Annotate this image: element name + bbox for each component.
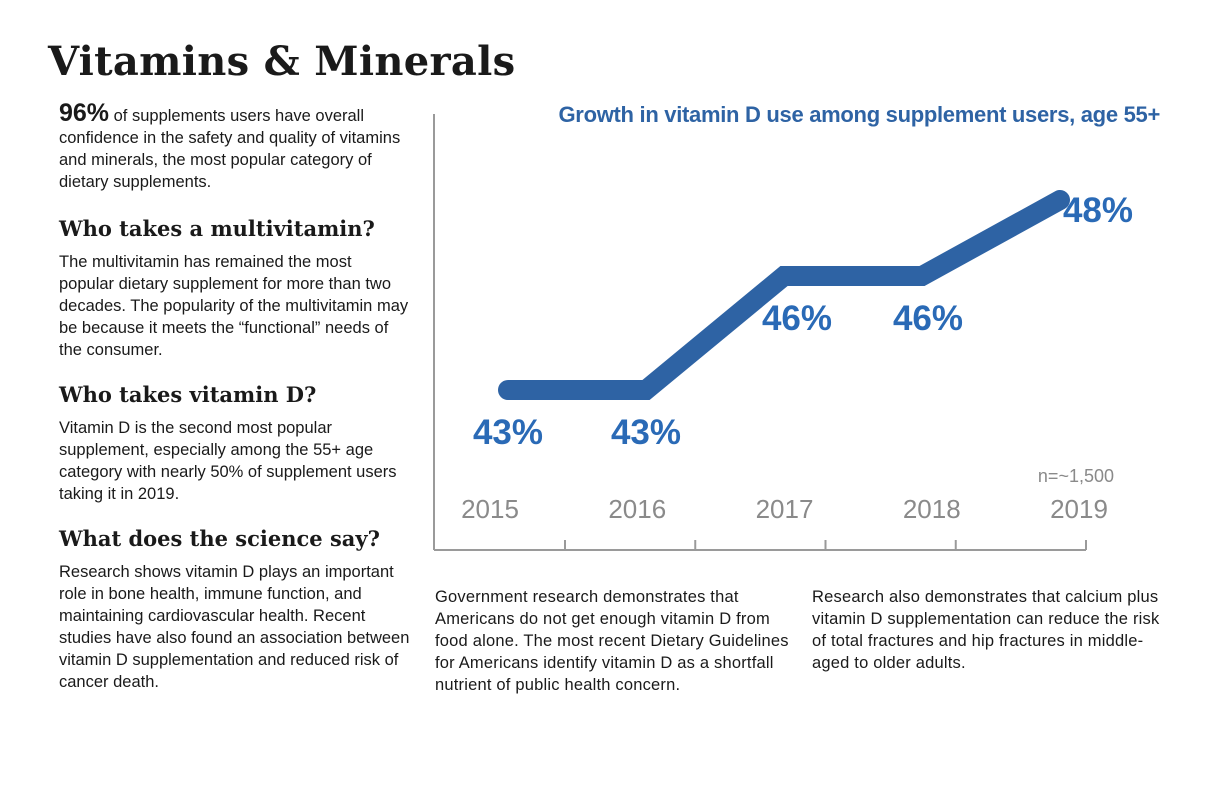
intro-stat: 96%: [59, 99, 110, 127]
science-heading: What does the science say?: [59, 526, 380, 551]
x-tick-label: 2016: [608, 494, 666, 524]
page-title: Vitamins & Minerals: [48, 38, 516, 85]
intro-text: of supplements users have overall confid…: [59, 107, 401, 191]
x-tick-label: 2019: [1050, 494, 1108, 524]
data-label: 43%: [611, 413, 681, 452]
x-tick-label: 2018: [903, 494, 961, 524]
calcium-research-note: Research also demonstrates that calcium …: [812, 588, 1160, 672]
multivitamin-heading: Who takes a multivitamin?: [59, 216, 375, 241]
data-label: 43%: [473, 413, 543, 452]
multivitamin-text: The multivitamin has remained the most p…: [59, 253, 409, 359]
intro-paragraph: 96% of supplements users have overall co…: [59, 99, 411, 193]
data-label: 46%: [762, 299, 832, 338]
science-text: Research shows vitamin D plays an import…: [59, 563, 410, 691]
vitamin-d-text: Vitamin D is the second most popular sup…: [59, 419, 397, 503]
chart-title: Growth in vitamin D use among supplement…: [559, 102, 1161, 127]
data-label: 46%: [893, 299, 963, 338]
vitamin-d-heading: Who takes vitamin D?: [59, 382, 317, 407]
x-tick-label: 2017: [756, 494, 814, 524]
sample-size-note: n=~1,500: [1038, 466, 1114, 486]
data-label: 48%: [1063, 191, 1133, 230]
vitamin-d-line: [498, 190, 1070, 400]
left-column: 96% of supplements users have overall co…: [59, 99, 411, 713]
government-research-note: Government research demonstrates that Am…: [435, 588, 789, 694]
x-tick-label: 2015: [461, 494, 519, 524]
